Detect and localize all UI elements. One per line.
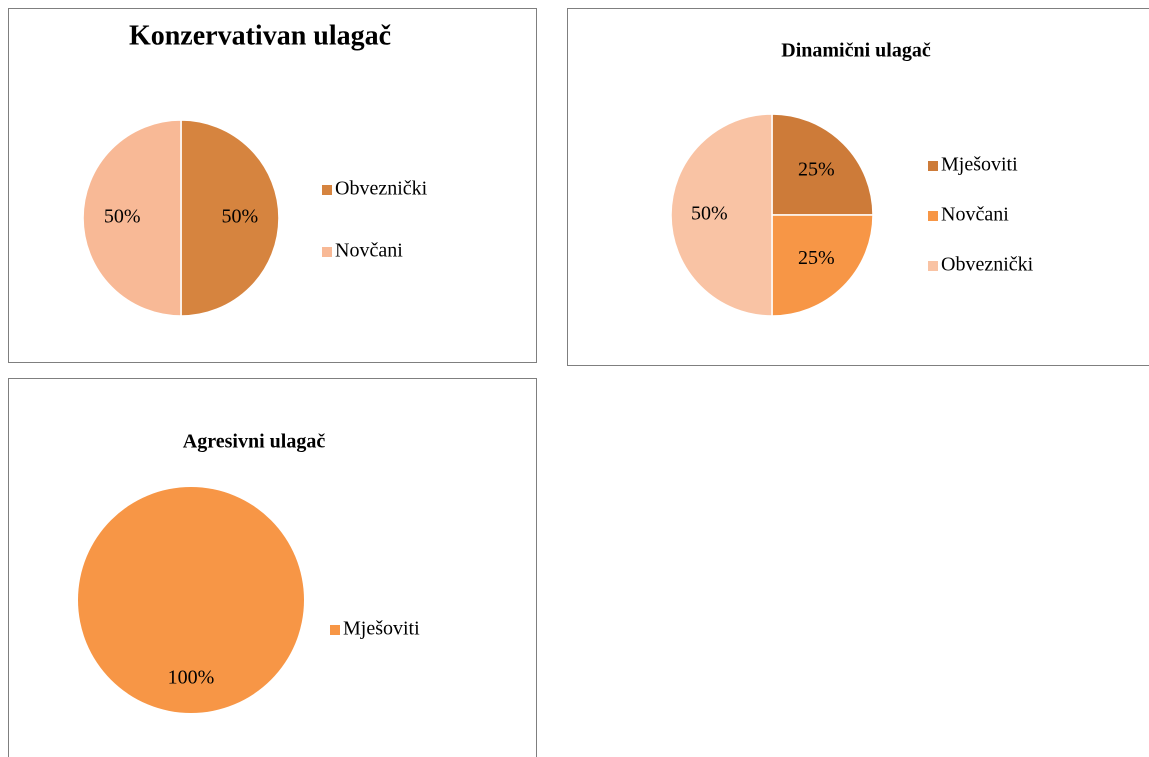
pie-slice	[78, 487, 304, 713]
legend-swatch	[330, 625, 340, 635]
legend-label: Novčani	[941, 204, 1009, 226]
pie-slice	[771, 113, 874, 216]
legend-label: Mješoviti	[343, 618, 420, 640]
legend-label: Mješoviti	[941, 154, 1018, 176]
pie-slice	[82, 119, 182, 317]
data-label: 50%	[691, 203, 728, 225]
legend-label: Obveznički	[335, 178, 428, 200]
data-label: 25%	[798, 247, 835, 269]
chart-title: Agresivni ulagač	[183, 431, 326, 453]
legend-swatch	[322, 247, 332, 257]
legend-label: Novčani	[335, 240, 403, 262]
chart-title: Konzervativan ulagač	[129, 20, 391, 51]
legend-swatch	[322, 185, 332, 195]
legend-label: Obveznički	[941, 254, 1034, 276]
legend-swatch	[928, 161, 938, 171]
legend-swatch	[928, 211, 938, 221]
pie-slice	[771, 214, 874, 317]
data-label: 50%	[221, 206, 258, 228]
chart-title: Dinamični ulagač	[781, 40, 931, 62]
pie-slice	[180, 119, 280, 317]
data-label: 100%	[168, 667, 215, 689]
data-label: 25%	[798, 158, 835, 180]
pie-slice	[670, 113, 773, 317]
legend-swatch	[928, 261, 938, 271]
data-label: 50%	[104, 206, 141, 228]
